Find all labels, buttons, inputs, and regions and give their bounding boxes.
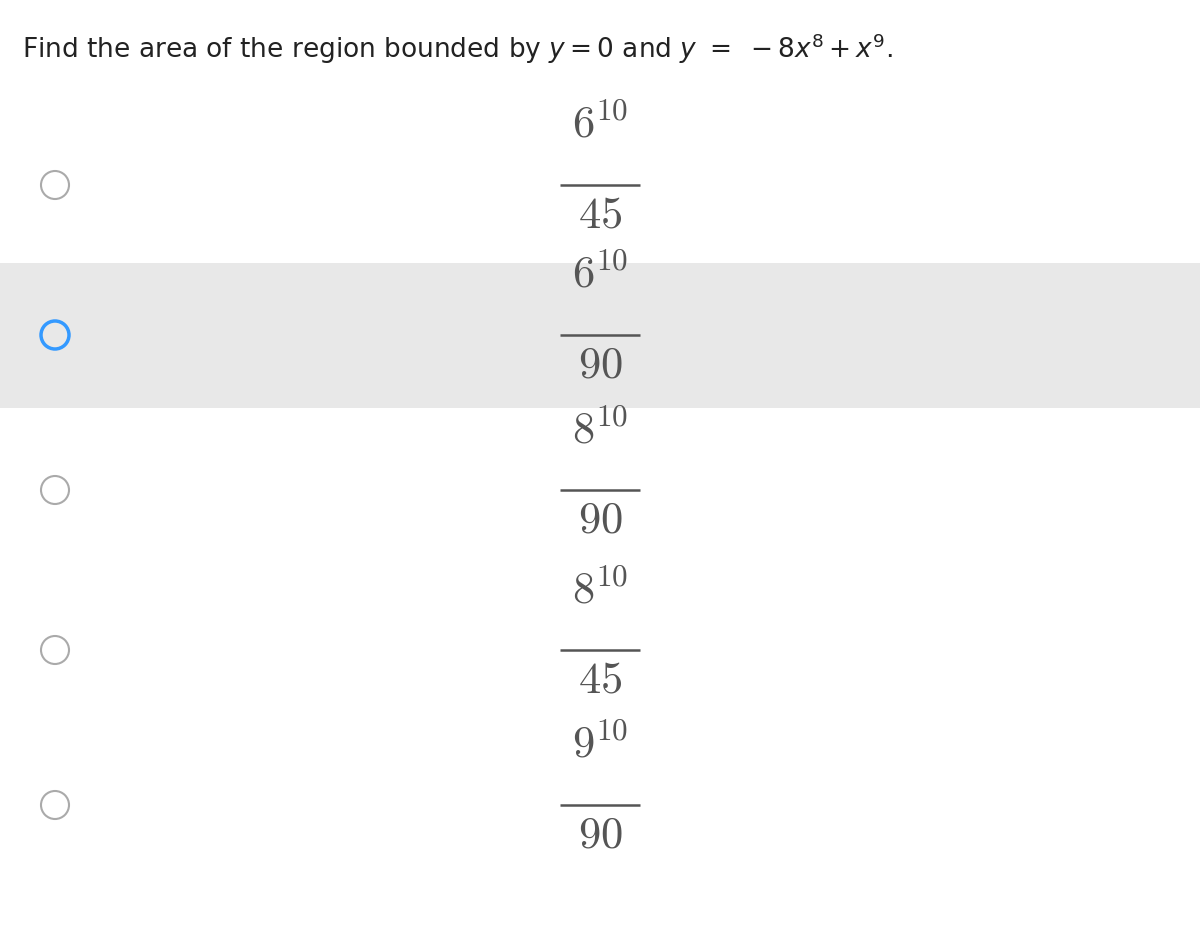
Text: $45$: $45$ (578, 193, 622, 236)
Text: $6^{10}$: $6^{10}$ (572, 103, 628, 147)
Text: $90$: $90$ (577, 498, 623, 541)
Text: $90$: $90$ (577, 813, 623, 856)
Text: $8^{10}$: $8^{10}$ (572, 569, 628, 612)
Text: $45$: $45$ (578, 658, 622, 701)
Bar (0, 263, 1200, 408)
Text: $6^{10}$: $6^{10}$ (572, 254, 628, 297)
Text: Find the area of the region bounded by $y = 0$ and $y\ =\ -8x^8 + x^9$.: Find the area of the region bounded by $… (22, 32, 893, 67)
Text: $9^{10}$: $9^{10}$ (572, 724, 628, 767)
Text: $90$: $90$ (577, 343, 623, 386)
Text: $8^{10}$: $8^{10}$ (572, 409, 628, 452)
